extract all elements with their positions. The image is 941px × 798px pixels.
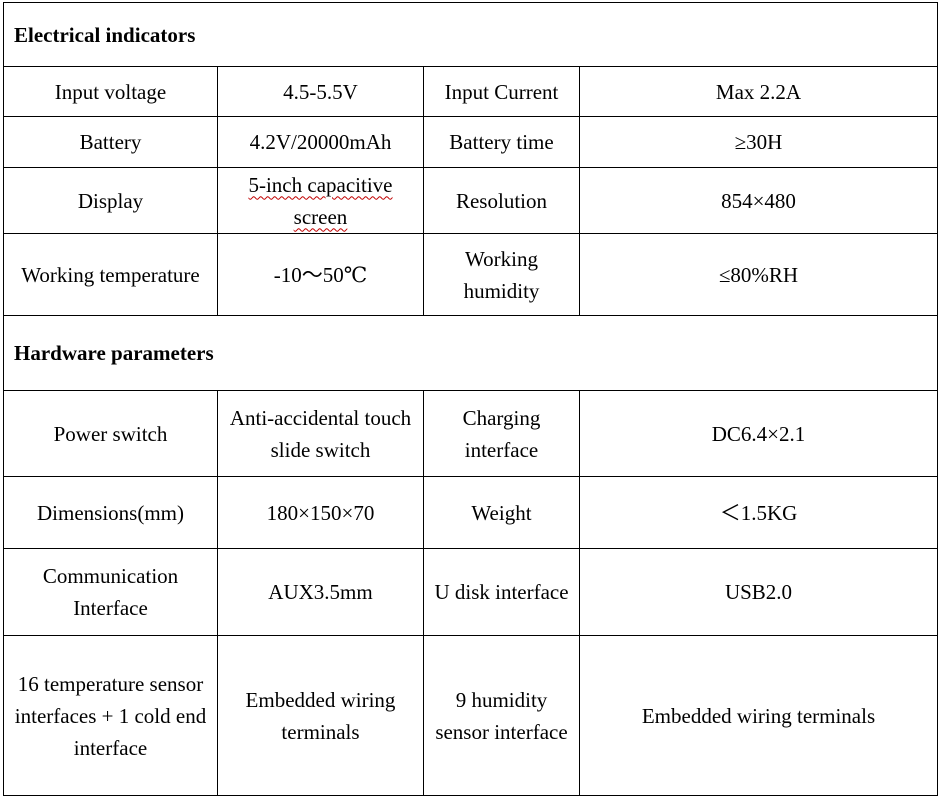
table-cell: DC6.4×2.1 bbox=[579, 390, 938, 477]
table-cell: Max 2.2A bbox=[579, 66, 938, 117]
table-cell: 16 temperature sensor interfaces + 1 col… bbox=[3, 635, 218, 796]
table-cell: 854×480 bbox=[579, 167, 938, 234]
table-cell: Communication Interface bbox=[3, 548, 218, 636]
table-cell: Embedded wiring terminals bbox=[579, 635, 938, 796]
table-cell: 4.2V/20000mAh bbox=[217, 116, 424, 168]
table-cell: Working humidity bbox=[423, 233, 580, 316]
table-cell: Weight bbox=[423, 476, 580, 549]
table-cell: -10～50℃ bbox=[217, 233, 424, 316]
table-cell: Input Current bbox=[423, 66, 580, 117]
table-cell: ≤80%RH bbox=[579, 233, 938, 316]
table-cell: Battery bbox=[3, 116, 218, 168]
table-row: Display 5-inch capacitive screen Resolut… bbox=[3, 167, 938, 234]
table-cell: 180×150×70 bbox=[217, 476, 424, 549]
table-cell: ≥30H bbox=[579, 116, 938, 168]
table-cell: Working temperature bbox=[3, 233, 218, 316]
table-cell: Dimensions(mm) bbox=[3, 476, 218, 549]
table-cell: ＜1.5KG bbox=[579, 476, 938, 549]
table-cell: 4.5-5.5V bbox=[217, 66, 424, 117]
table-cell: U disk interface bbox=[423, 548, 580, 636]
table-cell: USB2.0 bbox=[579, 548, 938, 636]
section-header-row: Hardware parameters bbox=[3, 315, 938, 391]
table-row: Power switch Anti-accidental touch slide… bbox=[3, 390, 938, 477]
table-row: Dimensions(mm) 180×150×70 Weight ＜1.5KG bbox=[3, 476, 938, 549]
table-row: 16 temperature sensor interfaces + 1 col… bbox=[3, 635, 938, 796]
spellcheck-text: 5-inch capacitive screen bbox=[248, 172, 393, 229]
table-cell: Input voltage bbox=[3, 66, 218, 117]
table-cell: Anti-accidental touch slide switch bbox=[217, 390, 424, 477]
table-cell: AUX3.5mm bbox=[217, 548, 424, 636]
spec-table: Electrical indicators Input voltage 4.5-… bbox=[3, 2, 938, 796]
section-title: Electrical indicators bbox=[3, 2, 938, 67]
table-row: Input voltage 4.5-5.5V Input Current Max… bbox=[3, 66, 938, 117]
table-cell: Power switch bbox=[3, 390, 218, 477]
table-cell: 5-inch capacitive screen bbox=[217, 167, 424, 234]
table-row: Working temperature -10～50℃ Working humi… bbox=[3, 233, 938, 316]
table-cell: Embedded wiring terminals bbox=[217, 635, 424, 796]
table-cell: Display bbox=[3, 167, 218, 234]
table-row: Battery 4.2V/20000mAh Battery time ≥30H bbox=[3, 116, 938, 168]
table-cell: 9 humidity sensor interface bbox=[423, 635, 580, 796]
section-title: Hardware parameters bbox=[3, 315, 938, 391]
table-cell: Battery time bbox=[423, 116, 580, 168]
table-row: Communication Interface AUX3.5mm U disk … bbox=[3, 548, 938, 636]
table-cell: Charging interface bbox=[423, 390, 580, 477]
section-header-row: Electrical indicators bbox=[3, 2, 938, 67]
table-cell: Resolution bbox=[423, 167, 580, 234]
